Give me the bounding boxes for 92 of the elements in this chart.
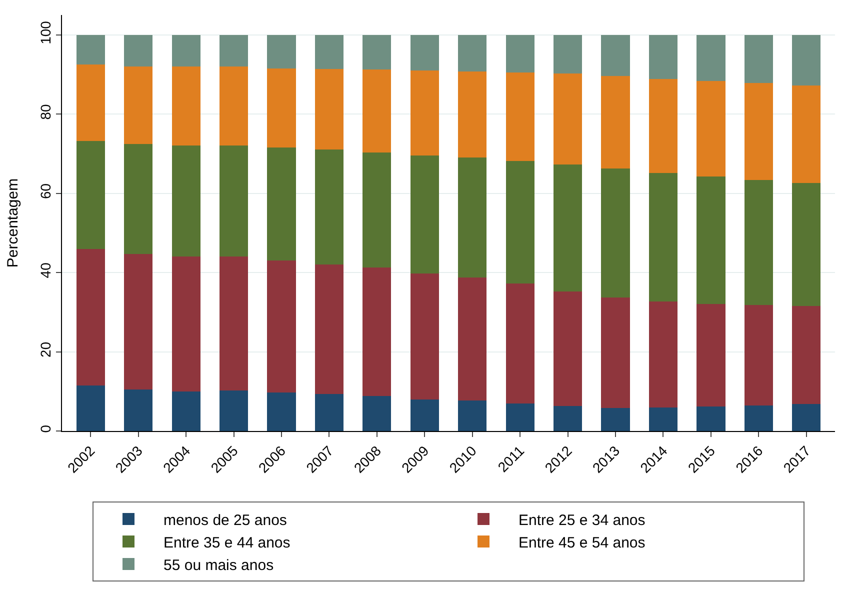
bar — [410, 399, 439, 431]
bar — [314, 150, 344, 265]
bar — [506, 284, 534, 404]
bar — [792, 306, 821, 404]
bar — [76, 248, 105, 386]
bar — [76, 140, 105, 249]
bar — [172, 66, 200, 146]
bar — [267, 260, 296, 393]
bar — [792, 182, 821, 306]
bar — [267, 68, 296, 148]
bar — [601, 168, 630, 298]
bar — [362, 152, 392, 268]
bar — [601, 34, 630, 76]
bar — [410, 70, 439, 156]
bar — [696, 81, 726, 176]
legend-label: menos de 25 anos — [164, 512, 287, 529]
bar — [696, 176, 726, 304]
bar — [696, 406, 726, 431]
bar — [744, 83, 773, 180]
bar — [553, 406, 582, 431]
bar — [458, 72, 487, 158]
bar — [124, 34, 153, 66]
bar — [458, 400, 487, 431]
bar — [553, 74, 582, 164]
bar — [219, 390, 248, 431]
bar — [648, 79, 678, 174]
bar — [267, 148, 296, 261]
legend-label: Entre 45 e 54 anos — [518, 534, 646, 552]
y-tick-label: 40 — [37, 262, 54, 278]
bar — [410, 273, 439, 400]
bar — [744, 305, 773, 406]
bar — [76, 385, 105, 431]
bar — [267, 34, 296, 68]
bar — [744, 180, 773, 306]
bar — [792, 34, 821, 86]
y-tick-label: 80 — [37, 104, 54, 120]
bar — [648, 173, 678, 302]
bar — [553, 292, 582, 406]
bar — [458, 158, 487, 278]
bar — [506, 72, 534, 161]
bar — [124, 144, 153, 254]
y-axis-title: Percentagem — [4, 178, 22, 268]
bar — [601, 408, 630, 431]
bar — [219, 34, 248, 66]
bar — [506, 34, 534, 72]
bar — [124, 66, 153, 144]
y-tick-label: 100 — [37, 20, 54, 44]
bar — [362, 267, 392, 396]
bar — [458, 34, 487, 72]
bar — [696, 34, 726, 82]
bar — [219, 66, 248, 146]
bar — [172, 146, 200, 257]
bar — [744, 34, 773, 84]
bar — [648, 34, 678, 80]
legend-label: Entre 25 e 34 anos — [518, 512, 646, 529]
bar — [553, 164, 582, 292]
y-tick-label: 0 — [37, 424, 54, 433]
bar — [314, 68, 344, 150]
bar — [219, 256, 248, 391]
bar — [76, 64, 105, 141]
bar — [172, 34, 200, 66]
bar — [792, 404, 821, 431]
bar — [76, 34, 105, 65]
bar — [314, 264, 344, 394]
bar — [124, 254, 153, 390]
y-tick-label: 20 — [37, 342, 54, 358]
bar — [648, 301, 678, 408]
bar — [172, 391, 200, 431]
bar — [267, 392, 296, 431]
bar — [314, 394, 344, 431]
bar — [314, 34, 344, 69]
bar — [506, 403, 534, 431]
bar — [172, 256, 200, 392]
legend-label: 55 ou mais anos — [164, 556, 274, 574]
bar — [744, 405, 773, 431]
bar — [792, 86, 821, 183]
legend-label: Entre 35 e 44 anos — [164, 534, 290, 552]
bar — [506, 160, 534, 284]
bar — [362, 70, 392, 152]
bar — [553, 34, 582, 74]
bar — [601, 297, 630, 408]
bar — [362, 34, 392, 70]
bar — [362, 396, 392, 431]
bar — [410, 34, 439, 70]
bar — [458, 278, 487, 400]
bar — [219, 146, 248, 257]
bar — [124, 389, 153, 431]
bar — [601, 76, 630, 169]
bar — [648, 408, 678, 431]
bar — [410, 156, 439, 274]
y-tick-label: 60 — [37, 183, 54, 199]
bar — [696, 304, 726, 406]
